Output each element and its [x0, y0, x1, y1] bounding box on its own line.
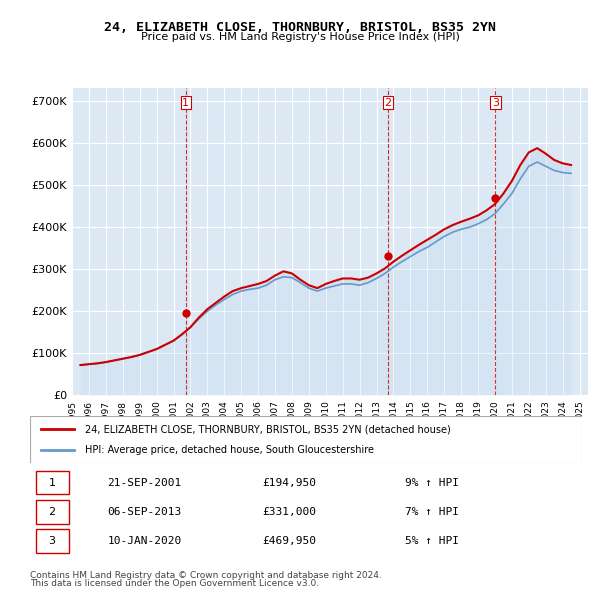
Text: 3: 3	[492, 98, 499, 108]
Text: 1: 1	[182, 98, 189, 108]
FancyBboxPatch shape	[30, 416, 582, 463]
Text: 24, ELIZABETH CLOSE, THORNBURY, BRISTOL, BS35 2YN (detached house): 24, ELIZABETH CLOSE, THORNBURY, BRISTOL,…	[85, 424, 451, 434]
Text: 24, ELIZABETH CLOSE, THORNBURY, BRISTOL, BS35 2YN: 24, ELIZABETH CLOSE, THORNBURY, BRISTOL,…	[104, 21, 496, 34]
Text: 3: 3	[49, 536, 56, 546]
Text: 2: 2	[49, 507, 56, 517]
FancyBboxPatch shape	[35, 529, 68, 553]
Text: 06-SEP-2013: 06-SEP-2013	[107, 507, 182, 517]
Text: £469,950: £469,950	[262, 536, 316, 546]
Text: 9% ↑ HPI: 9% ↑ HPI	[406, 478, 460, 488]
Text: £331,000: £331,000	[262, 507, 316, 517]
Text: Price paid vs. HM Land Registry's House Price Index (HPI): Price paid vs. HM Land Registry's House …	[140, 32, 460, 42]
FancyBboxPatch shape	[35, 500, 68, 523]
Text: £194,950: £194,950	[262, 478, 316, 488]
Text: 10-JAN-2020: 10-JAN-2020	[107, 536, 182, 546]
Text: This data is licensed under the Open Government Licence v3.0.: This data is licensed under the Open Gov…	[30, 579, 319, 588]
Text: 7% ↑ HPI: 7% ↑ HPI	[406, 507, 460, 517]
FancyBboxPatch shape	[35, 471, 68, 494]
Text: HPI: Average price, detached house, South Gloucestershire: HPI: Average price, detached house, Sout…	[85, 445, 374, 455]
Text: 21-SEP-2001: 21-SEP-2001	[107, 478, 182, 488]
Text: 1: 1	[49, 478, 56, 488]
Text: Contains HM Land Registry data © Crown copyright and database right 2024.: Contains HM Land Registry data © Crown c…	[30, 571, 382, 580]
Text: 5% ↑ HPI: 5% ↑ HPI	[406, 536, 460, 546]
Text: 2: 2	[385, 98, 392, 108]
